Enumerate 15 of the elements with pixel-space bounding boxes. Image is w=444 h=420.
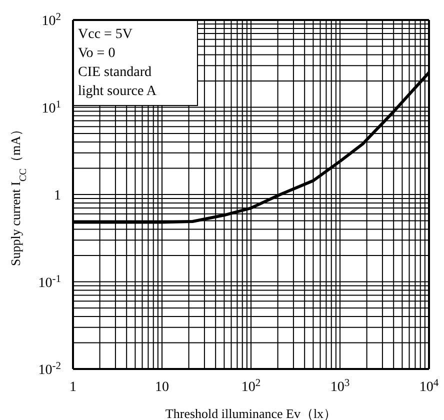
x-tick-label: 10$^{2}$ bbox=[241, 378, 261, 395]
y-tick-label: 10$^{-1}$ bbox=[38, 273, 61, 291]
y-tick-label: 10$^{1}$ bbox=[42, 98, 61, 116]
y-tick-label: 1 bbox=[54, 188, 61, 204]
y-tick-label: 10$^{-2}$ bbox=[38, 360, 61, 378]
x-tick-label: 10$^{3}$ bbox=[330, 378, 350, 395]
y-tick-label: 10$^{2}$ bbox=[42, 12, 61, 29]
x-axis-title: Threshold illuminance Ev（lx） bbox=[165, 406, 337, 420]
annotation: Vo = 0 bbox=[78, 45, 116, 63]
x-tick-label: 1 bbox=[70, 380, 76, 395]
annotation: CIE standard bbox=[78, 64, 152, 82]
annotation: light source A bbox=[78, 83, 158, 101]
x-tick-label: 10 bbox=[155, 380, 169, 395]
annotation: Vcc = 5V bbox=[78, 26, 134, 44]
x-tick-label: 10$^{4}$ bbox=[419, 378, 440, 395]
